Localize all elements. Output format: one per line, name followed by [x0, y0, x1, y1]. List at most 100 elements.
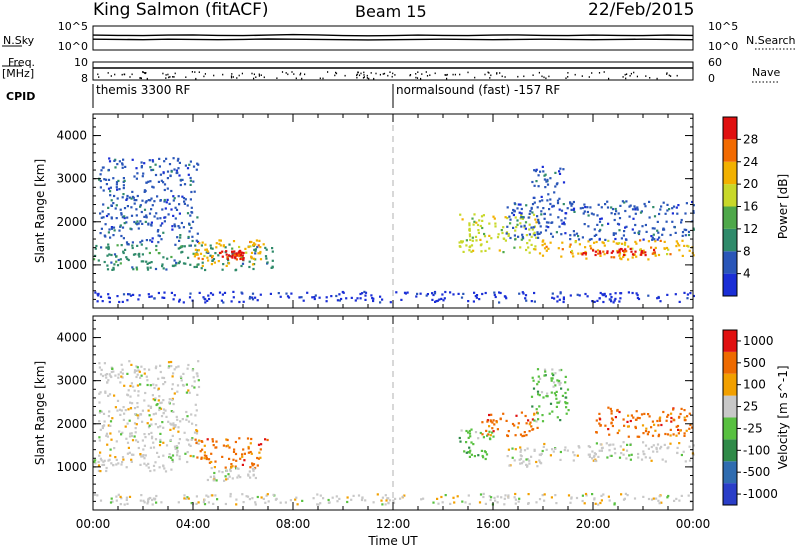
power-data-cell — [560, 219, 563, 222]
velocity-data-cell — [259, 448, 262, 451]
power-data-cell — [251, 292, 255, 295]
power-data-cell — [527, 216, 530, 219]
power-data-cell — [570, 208, 573, 211]
velocity-data-cell — [134, 413, 137, 416]
power-data-cell — [630, 250, 633, 253]
velocity-data-cell — [470, 428, 473, 431]
power-data-cell — [610, 251, 613, 254]
power-data-cell — [271, 247, 274, 250]
velocity-data-cell — [555, 405, 558, 408]
velocity-data-cell — [130, 458, 133, 461]
power-data-cell — [543, 217, 546, 220]
power-data-cell — [110, 253, 113, 257]
power-data-cell — [546, 178, 549, 181]
power-data-cell — [596, 223, 599, 226]
power-data-cell — [545, 245, 548, 248]
power-data-cell — [416, 292, 419, 295]
velocity-data-cell — [555, 502, 558, 505]
velocity-data-cell — [531, 376, 534, 379]
velocity-data-cell — [511, 422, 515, 426]
velocity-data-cell — [159, 432, 162, 435]
power-data-cell — [178, 300, 181, 303]
power-data-cell — [115, 260, 118, 263]
power-data-cell — [162, 181, 165, 184]
power-data-cell — [133, 220, 136, 224]
power-data-cell — [161, 263, 164, 266]
velocity-data-cell — [123, 384, 126, 387]
nave-point — [630, 72, 632, 75]
power-data-cell — [639, 248, 642, 252]
power-data-cell — [559, 167, 562, 170]
velocity-data-cell — [108, 410, 111, 413]
velocity-data-cell — [126, 502, 129, 505]
velocity-data-cell — [535, 420, 538, 423]
nave-point — [532, 74, 534, 76]
power-data-cell — [509, 236, 512, 240]
power-data-cell — [612, 301, 615, 304]
velocity-data-cell — [486, 434, 489, 437]
freq-left-tick-label: 10 — [74, 56, 88, 69]
velocity-data-cell — [683, 416, 686, 419]
power-data-cell — [549, 202, 552, 206]
nave-point — [356, 74, 358, 77]
power-data-cell — [143, 215, 146, 218]
velocity-data-cell — [525, 463, 528, 466]
power-colorbar-tick-label: 28 — [743, 132, 758, 146]
velocity-data-cell — [109, 501, 113, 504]
velocity-data-cell — [125, 466, 128, 469]
power-data-cell — [471, 217, 474, 220]
velocity-data-cell — [544, 370, 547, 373]
power-data-cell — [177, 262, 181, 265]
power-data-cell — [516, 219, 519, 222]
velocity-data-cell — [98, 401, 101, 404]
power-data-cell — [473, 291, 476, 294]
velocity-data-cell — [626, 494, 629, 497]
power-data-cell — [598, 297, 601, 300]
power-data-cell — [189, 214, 192, 217]
power-data-cell — [530, 235, 533, 238]
power-data-cell — [508, 215, 511, 218]
velocity-data-cell — [650, 445, 653, 449]
power-data-cell — [532, 226, 535, 229]
velocity-data-cell — [441, 501, 444, 504]
velocity-data-cell — [149, 496, 152, 500]
velocity-data-cell — [657, 499, 660, 502]
power-data-cell — [568, 245, 571, 248]
power-data-cell — [239, 254, 242, 257]
velocity-data-cell — [131, 402, 134, 405]
velocity-data-cell — [488, 413, 491, 417]
velocity-data-cell — [564, 381, 567, 384]
velocity-data-cell — [99, 457, 102, 460]
power-data-cell — [671, 212, 674, 215]
power-data-cell — [669, 253, 672, 256]
velocity-data-cell — [177, 365, 180, 368]
velocity-data-cell — [177, 501, 180, 504]
velocity-data-cell — [640, 413, 644, 416]
power-data-cell — [549, 213, 552, 216]
velocity-data-cell — [117, 376, 120, 379]
power-colorbar-bin — [723, 117, 737, 140]
power-data-cell — [245, 251, 248, 254]
nave-point — [174, 72, 176, 75]
velocity-data-cell — [394, 497, 397, 500]
velocity-data-cell — [256, 495, 259, 499]
power-data-cell — [622, 255, 625, 258]
power-data-cell — [460, 296, 464, 299]
power-data-cell — [143, 162, 146, 165]
power-data-cell — [595, 233, 598, 236]
power-data-cell — [108, 296, 111, 300]
power-data-cell — [221, 293, 224, 296]
power-colorbar-tick-label: 12 — [743, 222, 758, 236]
xtick-label: 20:00 — [576, 517, 611, 531]
velocity-data-cell — [575, 496, 579, 500]
power-data-cell — [211, 247, 214, 250]
velocity-data-cell — [162, 454, 165, 457]
velocity-data-cell — [600, 499, 603, 502]
power-data-cell — [614, 292, 617, 295]
velocity-data-cell — [97, 469, 100, 472]
power-data-cell — [364, 291, 368, 294]
velocity-data-cell — [193, 431, 197, 434]
power-data-cell — [149, 266, 152, 269]
power-data-cell — [189, 176, 192, 180]
velocity-data-cell — [189, 454, 192, 458]
